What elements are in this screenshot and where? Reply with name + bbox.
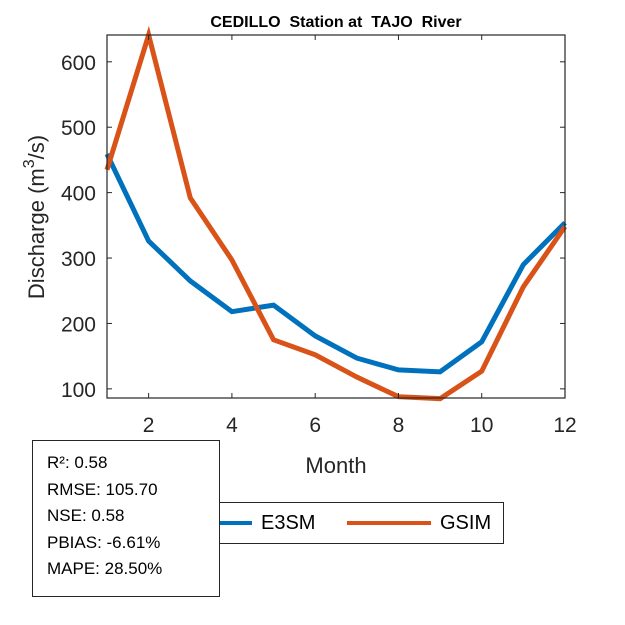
x-tick-label: 8 — [393, 414, 405, 437]
stat-r2: R²: 0.58 — [47, 453, 108, 472]
axes-box — [106, 34, 566, 399]
y-axis-label-tail: /s) — [24, 135, 49, 159]
stat-nse: NSE: 0.58 — [47, 506, 125, 525]
legend-swatch-gsim — [347, 521, 431, 525]
y-tick-label: 400 — [61, 183, 96, 206]
y-axis-label-main: Discharge (m — [24, 168, 49, 299]
y-axis: 100 200 300 400 500 600 — [61, 52, 565, 402]
stat-pbias: PBIAS: -6.61% — [47, 532, 161, 552]
y-tick-label: 500 — [61, 117, 96, 140]
x-tick-label: 6 — [309, 414, 321, 437]
x-axis-label: Month — [305, 453, 366, 478]
series-line-e3sm — [104, 152, 567, 375]
legend-label-e3sm: E3SM — [261, 511, 316, 534]
x-tick-label: 10 — [470, 414, 493, 437]
legend: E3SM GSIM — [211, 502, 504, 544]
x-tick-label: 2 — [143, 414, 155, 437]
y-tick-label: 300 — [61, 248, 96, 271]
y-tick-label: 100 — [61, 379, 96, 402]
y-tick-label: 600 — [61, 52, 96, 75]
legend-swatch-e3sm — [212, 521, 252, 525]
series-line-gsim — [104, 25, 568, 402]
y-axis-label-sup: 3 — [21, 159, 38, 168]
legend-item-gsim: GSIM — [347, 503, 491, 543]
stats-annotation-box: R²: 0.58 RMSE: 105.70 NSE: 0.58 PBIAS: -… — [32, 440, 220, 597]
legend-label-gsim: GSIM — [440, 511, 492, 534]
series-layer — [104, 25, 568, 402]
x-tick-label: 12 — [553, 414, 576, 437]
chart-title: CEDILLO Station at TAJO River — [210, 14, 461, 31]
x-axis: 2 4 6 8 10 12 — [143, 35, 577, 437]
legend-item-e3sm: E3SM — [212, 503, 315, 543]
stat-mape: MAPE: 28.50% — [47, 559, 163, 578]
x-tick-label: 4 — [226, 414, 238, 437]
y-tick-label: 200 — [61, 313, 96, 336]
y-axis-label: Discharge (m3/s) — [21, 135, 49, 299]
stat-rmse: RMSE: 105.70 — [47, 479, 158, 499]
